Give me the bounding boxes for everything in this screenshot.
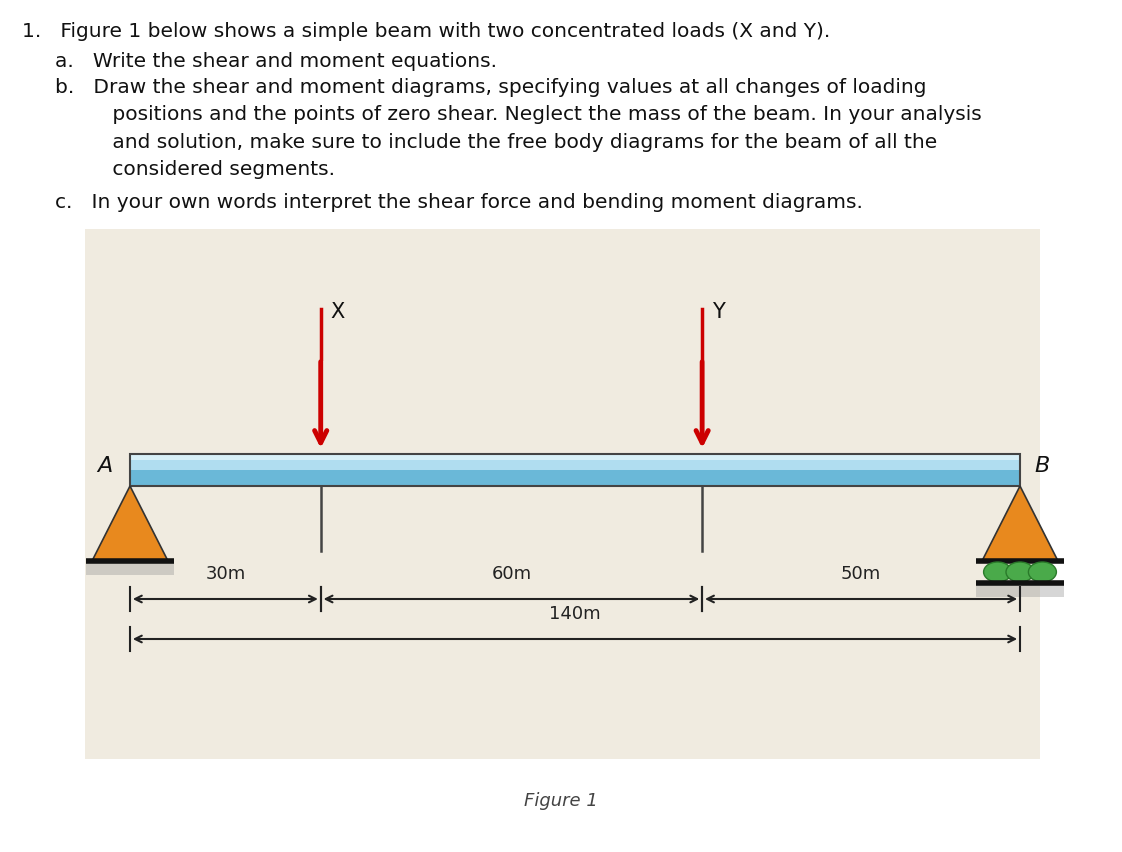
- Text: 140m: 140m: [549, 604, 600, 622]
- Text: X: X: [331, 302, 344, 321]
- Bar: [130, 470, 1020, 486]
- Ellipse shape: [1029, 562, 1057, 582]
- Bar: [130, 454, 1020, 486]
- Text: 30m: 30m: [205, 564, 246, 582]
- Ellipse shape: [1006, 562, 1034, 582]
- Polygon shape: [92, 486, 168, 561]
- Text: A: A: [96, 456, 112, 475]
- Text: c.   In your own words interpret the shear force and bending moment diagrams.: c. In your own words interpret the shear…: [55, 193, 863, 212]
- Text: a.   Write the shear and moment equations.: a. Write the shear and moment equations.: [55, 52, 497, 71]
- Text: 1.   Figure 1 below shows a simple beam with two concentrated loads (X and Y).: 1. Figure 1 below shows a simple beam wi…: [22, 22, 830, 41]
- Bar: [130, 455, 1020, 461]
- Bar: [976, 584, 1064, 597]
- Text: 60m: 60m: [491, 564, 532, 582]
- Bar: [86, 561, 174, 575]
- Bar: [85, 230, 1040, 759]
- Ellipse shape: [984, 562, 1012, 582]
- Text: B: B: [1034, 456, 1049, 475]
- Bar: [130, 454, 1020, 470]
- Text: Y: Y: [712, 302, 725, 321]
- Text: b.   Draw the shear and moment diagrams, specifying values at all changes of loa: b. Draw the shear and moment diagrams, s…: [55, 78, 982, 179]
- Text: Figure 1: Figure 1: [524, 791, 598, 809]
- Polygon shape: [982, 486, 1058, 561]
- Text: 50m: 50m: [842, 564, 881, 582]
